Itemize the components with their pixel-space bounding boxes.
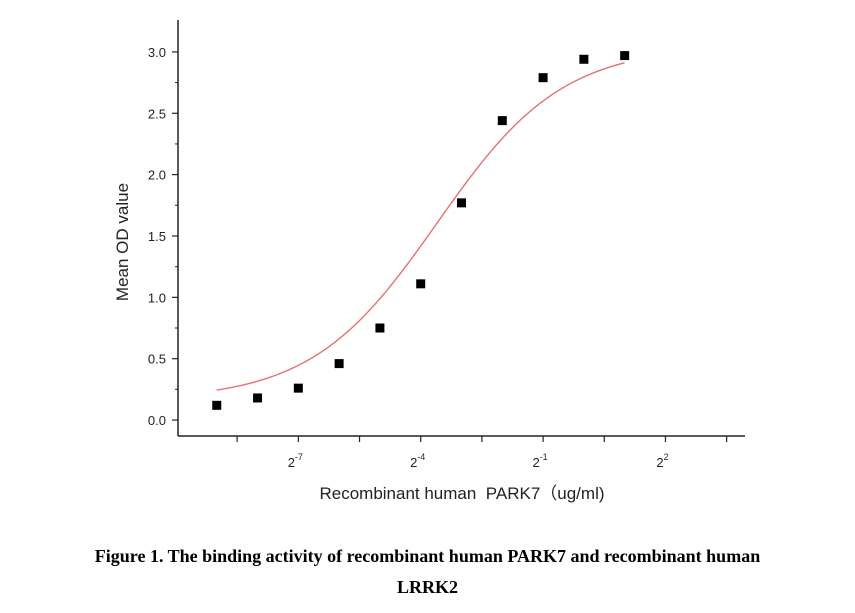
data-point: [416, 279, 426, 289]
data-point: [334, 359, 344, 369]
y-tick-label: 0.0: [148, 413, 166, 428]
data-point: [253, 393, 263, 403]
data-point: [497, 116, 507, 126]
y-axis-title: Mean OD value: [113, 183, 132, 301]
y-tick-label: 1.0: [148, 290, 166, 305]
x-tick-label: 22: [656, 452, 668, 470]
y-tick-label: 3.0: [148, 45, 166, 60]
data-points: [212, 51, 630, 410]
y-tick-label: 2.0: [148, 168, 166, 183]
data-point: [620, 51, 630, 61]
y-tick-label: 1.5: [148, 229, 166, 244]
y-tick-label: 2.5: [148, 106, 166, 121]
x-axis-title: Recombinant human PARK7（ug/ml): [319, 484, 604, 503]
data-point: [457, 198, 466, 208]
x-tick-label: 2-1: [532, 452, 547, 470]
data-point: [293, 383, 303, 393]
data-point: [579, 54, 589, 64]
x-tick-label: 2-7: [288, 452, 303, 470]
y-tick-label: 0.5: [148, 352, 166, 367]
chart: 0.0 0.5 1.0 1.5 2.0 2.5 3.0 2-7 2-4 2-1 22 Mean OD…: [113, 20, 745, 503]
data-point: [212, 400, 222, 410]
x-tick-label: 2-4: [410, 452, 425, 470]
axes: 0.0 0.5 1.0 1.5 2.0 2.5 3.0 2-7 2-4 2-1 22: [148, 20, 745, 470]
data-point: [538, 73, 548, 83]
figure-caption-line-1: Figure 1. The binding activity of recomb…: [94, 546, 761, 566]
fit-curve: [216, 62, 625, 391]
figure-caption-line-2: LRRK2: [396, 577, 458, 597]
data-point: [375, 323, 385, 333]
